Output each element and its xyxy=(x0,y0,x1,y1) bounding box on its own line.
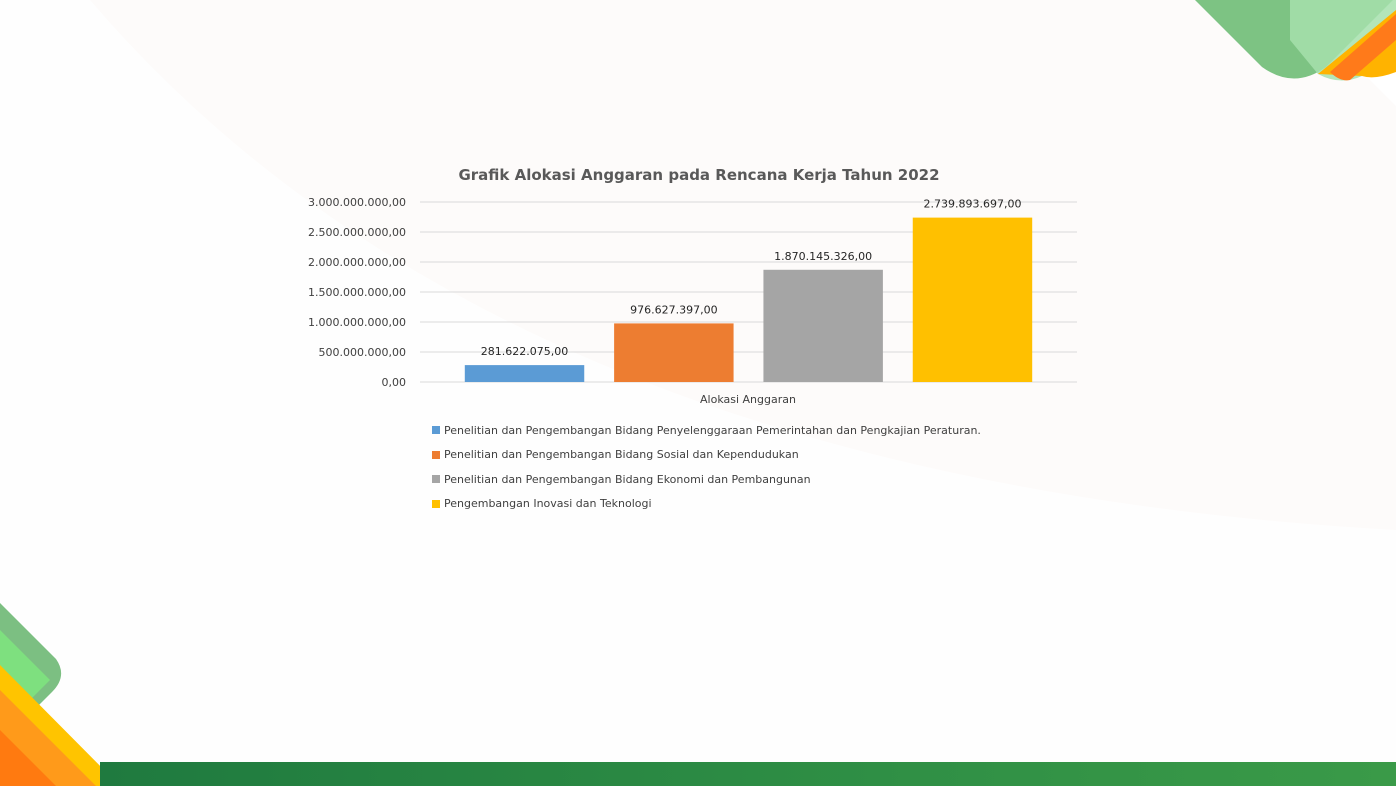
bar-3 xyxy=(763,269,883,382)
y-tick-label: 500.000.000,00 xyxy=(319,346,406,359)
legend-swatch xyxy=(432,426,440,435)
y-tick-label: 1.500.000.000,00 xyxy=(308,286,406,299)
gridlines xyxy=(420,201,1077,383)
legend-label: Pengembangan Inovasi dan Teknologi xyxy=(444,497,652,511)
y-tick-label: 3.000.000.000,00 xyxy=(308,196,406,209)
legend-item-2: Penelitian dan Pengembangan Bidang Sosia… xyxy=(432,443,981,468)
bar-4 xyxy=(912,217,1033,382)
bar-1 xyxy=(464,365,585,382)
legend-swatch xyxy=(432,499,440,508)
data-label-3: 1.870.145.326,00 xyxy=(774,250,872,263)
y-tick-label: 2.000.000.000,00 xyxy=(308,256,406,269)
legend-label: Penelitian dan Pengembangan Bidang Sosia… xyxy=(444,448,799,462)
bars xyxy=(464,217,1033,382)
y-tick-label: 0,00 xyxy=(382,376,407,389)
legend-swatch xyxy=(432,450,440,459)
legend-item-3: Penelitian dan Pengembangan Bidang Ekono… xyxy=(432,467,981,492)
chart-legend: Penelitian dan Pengembangan Bidang Penye… xyxy=(432,418,981,516)
legend-item-4: Pengembangan Inovasi dan Teknologi xyxy=(432,492,981,517)
legend-swatch xyxy=(432,475,440,484)
data-label-4: 2.739.893.697,00 xyxy=(923,198,1021,211)
chart-title: Grafik Alokasi Anggaran pada Rencana Ker… xyxy=(458,166,939,184)
bottom-green-band xyxy=(100,762,1396,786)
data-label-2: 976.627.397,00 xyxy=(630,303,717,316)
y-tick-label: 1.000.000.000,00 xyxy=(308,316,406,329)
y-axis-tick-labels: 0,00 500.000.000,00 1.000.000.000,00 1.500.… xyxy=(308,196,406,389)
bottom-left-decoration xyxy=(0,603,120,786)
data-labels: 281.622.075,00 976.627.397,00 1.870.145.32… xyxy=(481,198,1022,358)
data-label-1: 281.622.075,00 xyxy=(481,345,568,358)
legend-item-1: Penelitian dan Pengembangan Bidang Penye… xyxy=(432,418,981,443)
x-axis-category-label: Alokasi Anggaran xyxy=(700,393,796,406)
bar-2 xyxy=(614,323,734,382)
top-right-decoration xyxy=(1195,0,1396,106)
y-tick-label: 2.500.000.000,00 xyxy=(308,226,406,239)
legend-label: Penelitian dan Pengembangan Bidang Ekono… xyxy=(444,472,811,486)
legend-label: Penelitian dan Pengembangan Bidang Penye… xyxy=(444,423,981,437)
